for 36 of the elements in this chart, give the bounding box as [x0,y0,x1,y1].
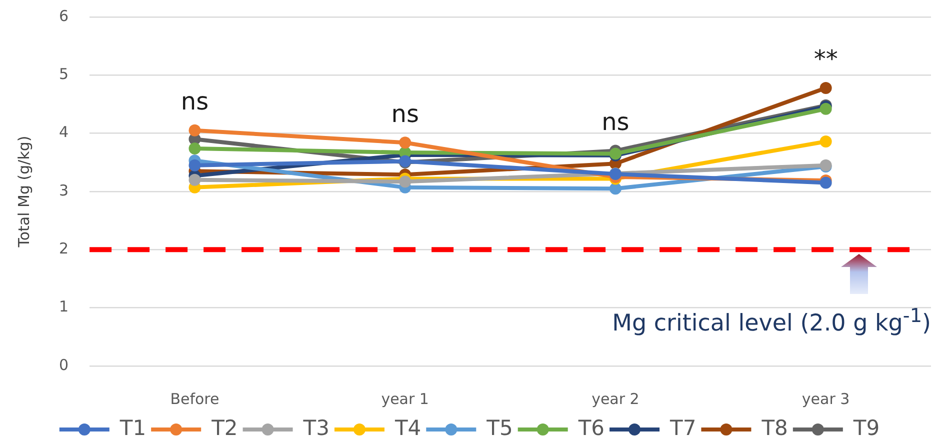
legend-label: T2 [210,416,238,440]
point [188,142,201,154]
point [188,174,201,186]
y-tick-label: 0 [58,356,69,374]
y-tick-label: 6 [58,6,69,25]
x-tick-label: year 3 [802,390,850,408]
y-tick-label: 1 [58,298,69,316]
legend-label: T7 [669,416,696,440]
annotation: ns [180,88,209,116]
point [188,124,201,136]
legend-label: T1 [118,416,146,440]
y-tick-label: 5 [58,65,69,84]
x-tick-label: year 2 [592,390,640,408]
point [820,82,832,94]
legend-label: T5 [486,416,513,440]
legend-label: T8 [760,416,788,440]
legend-label: T6 [577,416,605,440]
annotation: ns [391,100,419,128]
point [399,136,412,149]
legend-label: T4 [394,416,422,440]
ref-line-label: Mg critical level (2.0 g kg$^{-1}$) [612,304,931,336]
y-tick-label: 3 [58,181,69,200]
y-tick-label: 2 [58,240,69,258]
point [820,176,832,189]
annotation: ns [602,108,630,136]
point [188,159,201,172]
x-tick-label: Before [170,390,220,408]
point [609,182,622,195]
point [399,176,412,188]
legend-label: T3 [302,416,330,440]
annotation: ** [814,45,838,74]
point [820,135,832,148]
y-tick-label: 4 [58,123,69,142]
x-tick-label: year 1 [381,390,429,408]
legend-label: T9 [852,416,880,440]
y-axis-title: Total Mg (g/kg) [14,136,33,248]
